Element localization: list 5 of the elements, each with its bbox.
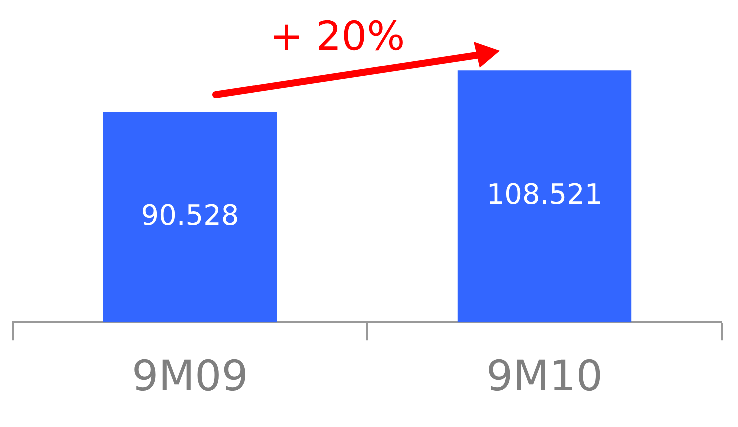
x-tick-label: 9M09: [132, 352, 248, 401]
data-label: 108.521: [486, 178, 603, 211]
data-label: 90.528: [141, 198, 240, 232]
text: + 20%: [270, 14, 406, 60]
x-tick-label: 9M10: [486, 352, 603, 401]
